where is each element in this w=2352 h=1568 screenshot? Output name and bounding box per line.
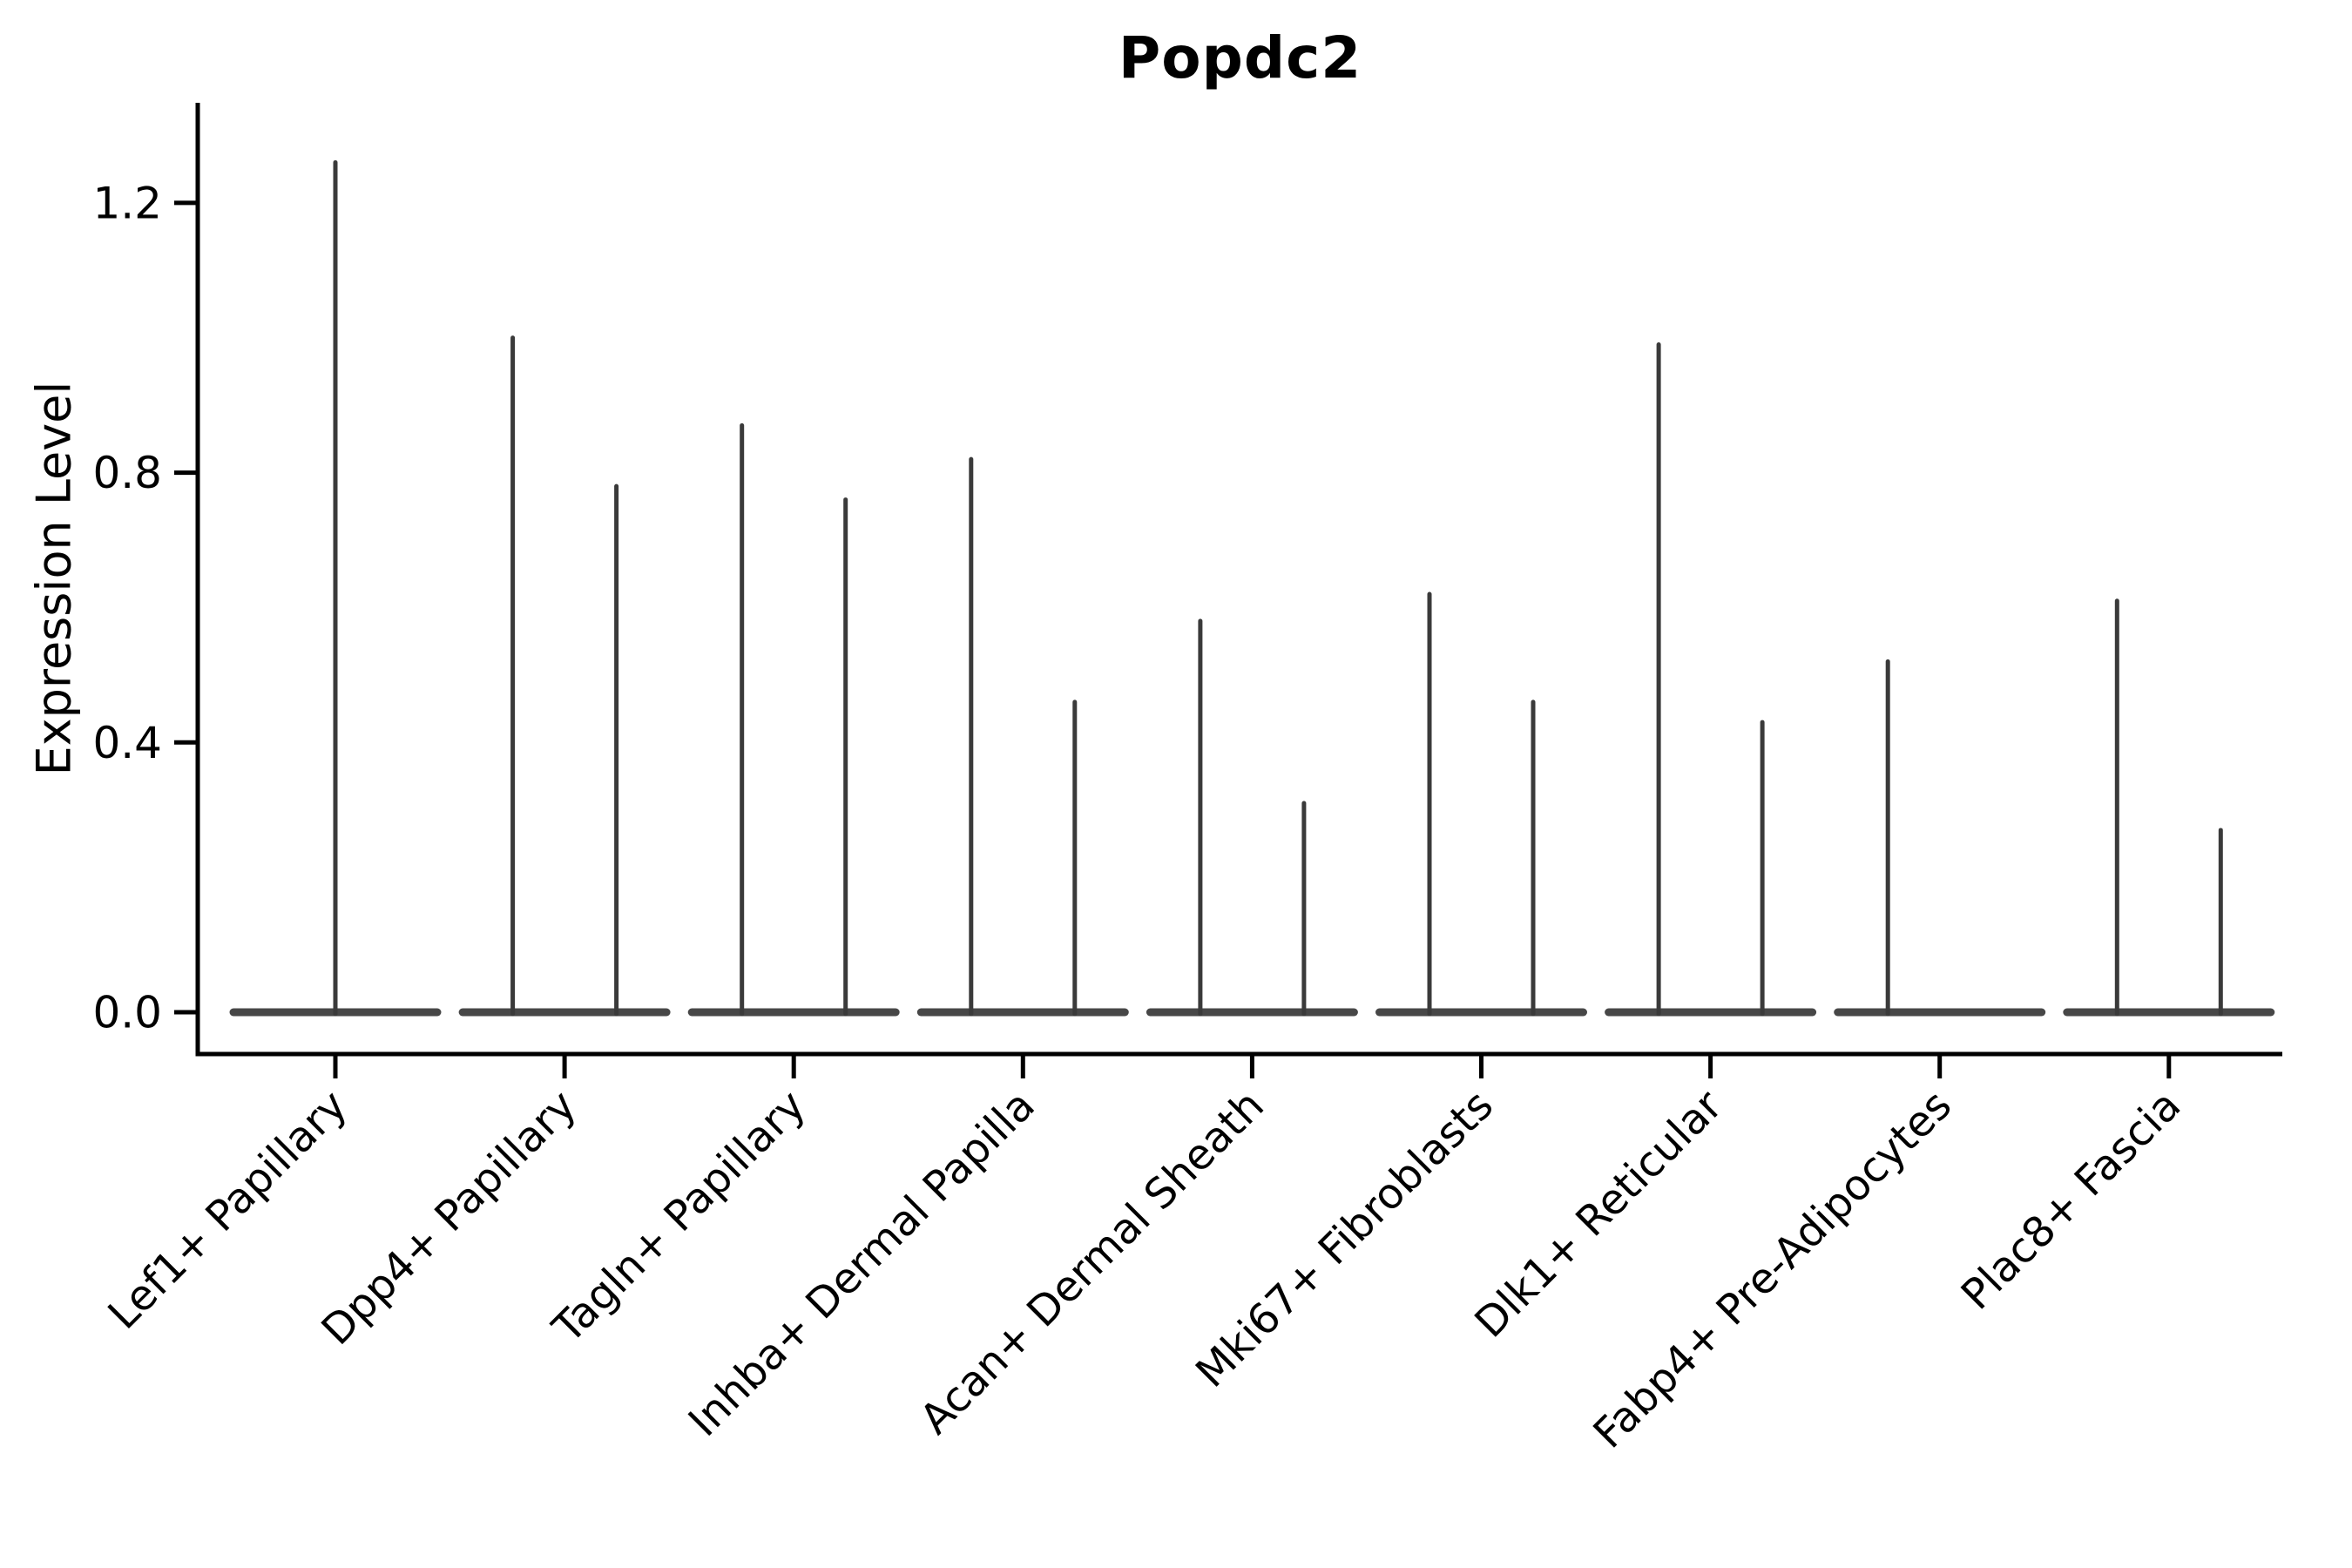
violin-baseline-blob bbox=[1375, 1008, 1587, 1017]
violin-baseline-blob bbox=[687, 1008, 900, 1017]
violin-baseline-blob bbox=[916, 1008, 1129, 1017]
violin-baselines bbox=[229, 1008, 2275, 1017]
y-tick-label: 0.8 bbox=[92, 448, 162, 498]
x-tick-label: Plac8+ Fascia bbox=[1952, 1081, 2191, 1320]
violin-spikes bbox=[333, 159, 2223, 1017]
violin-baseline-blob bbox=[1605, 1008, 1817, 1017]
violin-baseline-blob bbox=[1146, 1008, 1358, 1017]
x-tick-label: Dpp4+ Papillary bbox=[313, 1081, 586, 1355]
axes-spines bbox=[195, 103, 2282, 1057]
x-tick-label: Tagln+ Papillary bbox=[543, 1081, 814, 1353]
violin-baseline-blob bbox=[1834, 1008, 2046, 1017]
y-tick-label: 1.2 bbox=[92, 178, 162, 228]
x-tick-label: Lef1+ Papillary bbox=[99, 1081, 357, 1339]
y-tick-label: 0.0 bbox=[92, 988, 162, 1038]
x-tick-label: Dlk1+ Reticular bbox=[1465, 1081, 1732, 1348]
violin-baseline-blob bbox=[2063, 1008, 2275, 1017]
chart-title: Popdc2 bbox=[1118, 24, 1362, 91]
y-axis-ticks: 0.0 0.4 0.8 1.2 bbox=[92, 178, 198, 1038]
violin-baseline-blob bbox=[458, 1008, 671, 1017]
y-tick-label: 0.4 bbox=[92, 718, 162, 768]
